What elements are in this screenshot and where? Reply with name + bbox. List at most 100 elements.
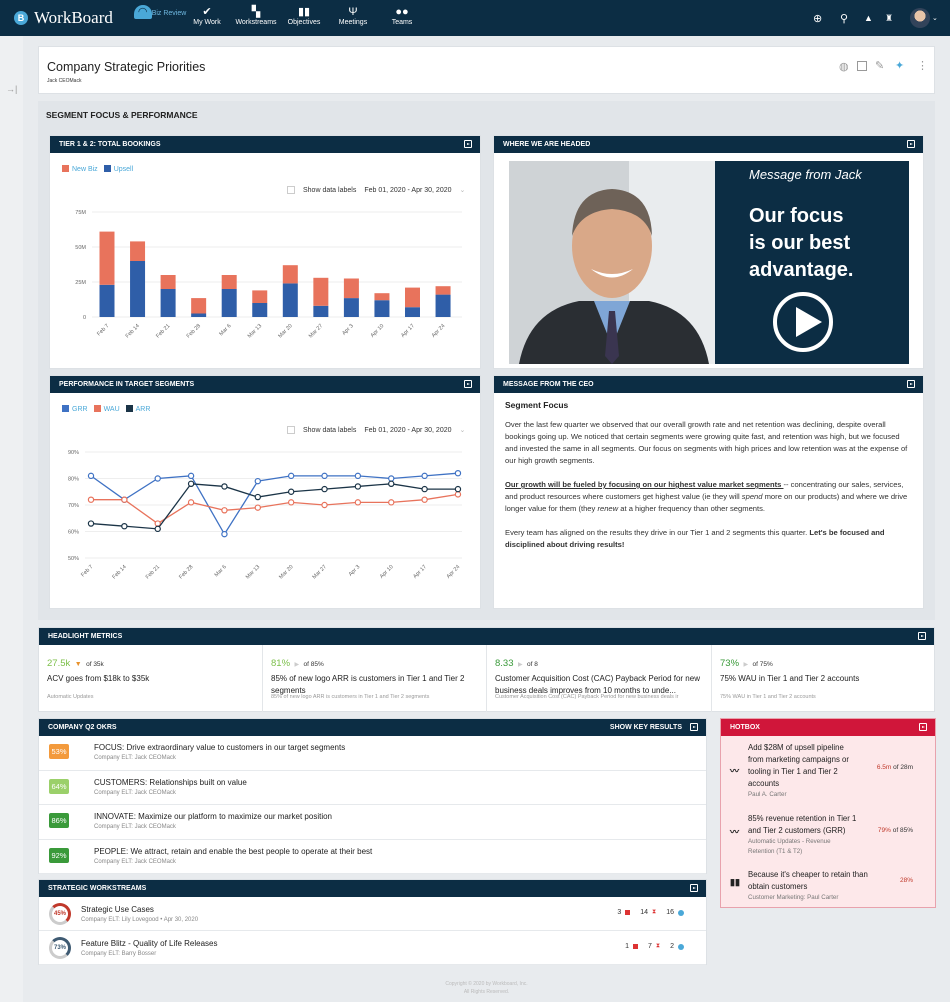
metric-target: of 35k xyxy=(86,661,104,668)
hotbox-item[interactable]: 〰 85% revenue retention in Tier 1 and Tie… xyxy=(721,813,935,857)
bar-upsell xyxy=(435,294,451,317)
hotbox-panel: HOTBOX 〰 Add $28M of upsell pipeline from… xyxy=(720,718,936,908)
brand-name: WorkBoard xyxy=(34,8,113,27)
checkbox-label: Show data labels xyxy=(303,186,357,194)
bar-new-biz xyxy=(343,278,359,299)
hotbox-text: Because it's cheaper to retain than obta… xyxy=(748,870,868,891)
x-tick-label: Feb 14 xyxy=(125,323,141,339)
show-key-results-button[interactable]: SHOW KEY RESULTS xyxy=(609,724,682,731)
legend-grr[interactable]: GRR xyxy=(62,405,88,413)
expand-icon[interactable] xyxy=(464,380,472,388)
nav-biz-review[interactable]: ◠ Biz Review xyxy=(132,5,188,19)
edit-pencil-icon[interactable]: ✎ xyxy=(875,60,885,72)
point-wau xyxy=(121,496,128,503)
chart-legend: GRR WAU ARR xyxy=(62,405,150,413)
legend-upsell[interactable]: Upsell xyxy=(103,165,133,173)
nav-workstreams[interactable]: ▚ Workstreams xyxy=(228,5,284,26)
expand-icon[interactable] xyxy=(907,380,915,388)
trend-icon: 〰 xyxy=(730,766,740,776)
speaker-photo xyxy=(509,161,715,364)
nav-teams[interactable]: ●● Teams xyxy=(374,5,430,26)
metric-value: 81% xyxy=(271,658,291,669)
expand-icon[interactable] xyxy=(690,884,698,892)
bar-new-biz xyxy=(435,286,451,295)
expand-icon[interactable] xyxy=(907,140,915,148)
metric-source: 75% WAU in Tier 1 and Tier 2 accounts xyxy=(720,694,816,700)
okr-row[interactable]: 64% CUSTOMERS: Relationships built on val… xyxy=(39,771,706,805)
show-data-labels-checkbox[interactable] xyxy=(287,186,295,194)
legend-arr[interactable]: ARR xyxy=(125,405,150,413)
line-arr xyxy=(90,483,458,530)
panel-title: MESSAGE FROM THE CEO xyxy=(503,381,594,388)
bars-icon: ▮▮ xyxy=(730,877,740,887)
bar-new-biz xyxy=(374,293,390,301)
globe-icon[interactable]: ◍ xyxy=(839,61,849,73)
logo[interactable]: B WorkBoard xyxy=(14,8,113,28)
expand-icon[interactable] xyxy=(919,723,927,731)
metric-card[interactable]: 27.5k ▼ of 35k ACV goes from $18k to $35k… xyxy=(39,645,263,712)
performance-chart: 50% 60% 70% 80% 90% Feb 7 Feb 14 Feb 21 Feb 28 Ma… xyxy=(68,450,462,581)
metric-card[interactable]: 73% ▶ of 75% 75% WAU in Tier 1 and Tier 2… xyxy=(712,645,936,712)
hotbox-owner: Customer Marketing: Paul Carter xyxy=(748,894,839,901)
video-player[interactable]: Message from Jack Our focus is our best ad… xyxy=(509,161,909,364)
show-data-labels-checkbox[interactable] xyxy=(287,426,295,434)
avatar[interactable] xyxy=(910,8,930,28)
metric-card[interactable]: 81% ▶ of 85% 85% of new logo ARR is custo… xyxy=(263,645,487,712)
panel-title: TIER 1 & 2: TOTAL BOOKINGS xyxy=(59,141,161,148)
pending-count: 7 xyxy=(648,943,652,950)
point-arr xyxy=(388,480,395,488)
hotbox-item[interactable]: ▮▮ Because it's cheaper to retain than ob… xyxy=(721,869,935,903)
expand-icon[interactable] xyxy=(464,140,472,148)
expand-sidebar-icon[interactable]: →| xyxy=(6,84,18,94)
okr-row[interactable]: 92% PEOPLE: We attract, retain and enable… xyxy=(39,840,706,874)
okr-title: CUSTOMERS: Relationships built on value xyxy=(94,777,247,787)
pin-icon[interactable]: ✦ xyxy=(895,60,905,72)
metric-value: 8.33 xyxy=(495,658,514,669)
more-vertical-icon[interactable]: ⋮ xyxy=(917,60,928,72)
date-range-select[interactable]: Feb 01, 2020 - Apr 30, 2020 xyxy=(364,186,452,194)
trophy-icon[interactable]: ♜ xyxy=(885,13,894,23)
workstream-row[interactable]: 73% Feature Blitz - Quality of Life Relea… xyxy=(39,931,706,965)
chart-legend: New Biz Upsell xyxy=(62,165,133,173)
okr-row[interactable]: 53% FOCUS: Drive extraordinary value to c… xyxy=(39,736,706,771)
point-grr xyxy=(321,472,328,480)
hourglass-icon: ⧗ xyxy=(652,909,657,915)
expand-icon[interactable] xyxy=(918,632,926,640)
bar-upsell xyxy=(313,305,329,317)
message-link[interactable]: Our growth will be fueled by focusing on… xyxy=(505,480,784,489)
date-range-select[interactable]: Feb 01, 2020 - Apr 30, 2020 xyxy=(364,426,452,434)
workstream-row[interactable]: 45% Strategic Use Cases Company ELT: Lily … xyxy=(39,897,706,931)
video-headline: Our focus is our best advantage. xyxy=(749,203,853,284)
point-arr xyxy=(154,525,161,533)
legend-wau[interactable]: WAU xyxy=(93,405,120,413)
point-grr xyxy=(221,530,228,538)
sidebar-collapsed: →| xyxy=(0,36,23,1002)
nav-my-work[interactable]: ✔ My Work xyxy=(179,5,235,26)
rights: All Rights Reserved. xyxy=(463,989,510,995)
text: renew xyxy=(597,504,619,513)
present-icon[interactable] xyxy=(857,61,867,71)
point-wau xyxy=(421,496,428,503)
x-tick-label: Feb 21 xyxy=(145,564,161,580)
message-paragraph: Our growth will be fueled by focusing on… xyxy=(505,479,912,515)
search-icon[interactable]: ⚲ xyxy=(840,13,849,25)
hotbox-text: Add $28M of upsell pipeline from marketi… xyxy=(748,743,849,788)
nav-objectives[interactable]: ▮▮ Objectives xyxy=(276,5,332,26)
x-tick-label: Feb 21 xyxy=(155,323,171,339)
legend-new-biz[interactable]: New Biz xyxy=(62,165,98,173)
x-tick-label: Mar 6 xyxy=(214,564,228,578)
okr-row[interactable]: 86% INNOVATE: Maximize our platform to ma… xyxy=(39,805,706,840)
okr-owner: Company ELT: Jack CEOMack xyxy=(94,755,176,761)
expand-icon[interactable] xyxy=(690,723,698,731)
x-tick-label: Feb 28 xyxy=(178,564,194,580)
bell-icon[interactable]: ▲ xyxy=(864,13,873,23)
metric-card[interactable]: 8.33 ▶ of 8 Customer Acquisition Cost (CA… xyxy=(487,645,712,712)
chevron-down-icon[interactable]: ⌄ xyxy=(932,15,938,22)
nav-meetings[interactable]: Ψ Meetings xyxy=(325,5,381,26)
legend-label: GRR xyxy=(72,406,88,413)
add-icon[interactable]: ⊕ xyxy=(813,13,823,25)
progress-ring: 73% xyxy=(49,937,71,959)
workstream-stats: 3 14 ⧗ 16 xyxy=(617,909,684,916)
hotbox-item[interactable]: 〰 Add $28M of upsell pipeline from market… xyxy=(721,742,935,800)
play-button[interactable] xyxy=(773,292,833,352)
